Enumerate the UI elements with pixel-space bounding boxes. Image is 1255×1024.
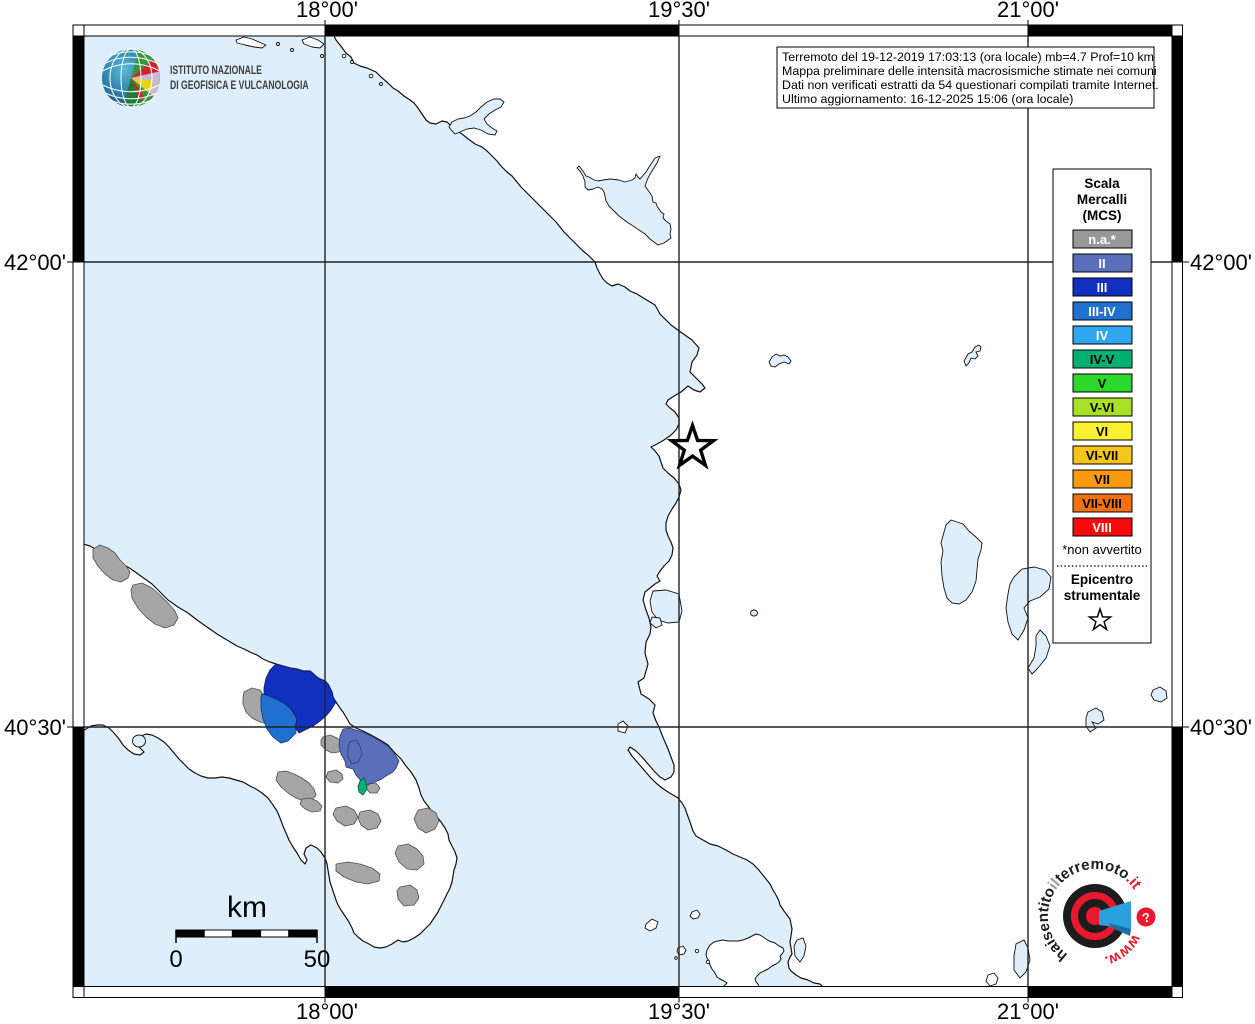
svg-text:Scala: Scala (1084, 176, 1120, 191)
svg-text:km: km (227, 891, 267, 924)
svg-text:DI GEOFISICA E VULCANOLOGIA: DI GEOFISICA E VULCANOLOGIA (170, 80, 309, 93)
svg-text:IV-V: IV-V (1090, 352, 1115, 367)
svg-text:Mappa preliminare delle intens: Mappa preliminare delle intensità macros… (782, 64, 1157, 78)
svg-text:III-IV: III-IV (1088, 304, 1116, 319)
svg-text:42°00': 42°00' (1190, 250, 1252, 275)
svg-text:18°00': 18°00' (296, 0, 358, 22)
svg-text:18°00': 18°00' (296, 999, 358, 1024)
svg-text:II: II (1098, 256, 1105, 271)
svg-text:ISTITUTO NAZIONALE: ISTITUTO NAZIONALE (170, 65, 262, 78)
svg-text:VI: VI (1096, 424, 1108, 439)
svg-text:40°30': 40°30' (1190, 715, 1252, 740)
svg-text:strumentale: strumentale (1064, 588, 1141, 603)
svg-text:Mercalli: Mercalli (1077, 192, 1127, 207)
svg-text:40°30': 40°30' (4, 715, 66, 740)
svg-text:0: 0 (169, 946, 182, 973)
svg-text:19°30': 19°30' (648, 0, 710, 22)
svg-text:(MCS): (MCS) (1083, 208, 1122, 223)
svg-text:VII-VIII: VII-VIII (1082, 496, 1122, 511)
svg-text:V: V (1098, 376, 1107, 391)
svg-text:?: ? (1140, 909, 1152, 926)
svg-text:VIII: VIII (1092, 520, 1112, 535)
svg-text:*non avvertito: *non avvertito (1062, 542, 1142, 557)
svg-text:VI-VII: VI-VII (1086, 448, 1119, 463)
svg-text:21°00': 21°00' (997, 0, 1059, 22)
svg-text:Ultimo aggiornamento: 16-12-20: Ultimo aggiornamento: 16-12-2025 15:06 (… (782, 92, 1073, 106)
svg-text:Terremoto del 19-12-2019 17:03: Terremoto del 19-12-2019 17:03:13 (ora l… (782, 50, 1154, 64)
svg-text:n.a.*: n.a.* (1088, 232, 1116, 247)
svg-text:Epicentro: Epicentro (1071, 572, 1133, 587)
svg-text:III: III (1097, 280, 1108, 295)
svg-text:Dati non verificati estratti d: Dati non verificati estratti da 54 quest… (782, 78, 1159, 92)
svg-text:19°30': 19°30' (648, 999, 710, 1024)
svg-text:IV: IV (1096, 328, 1109, 343)
svg-text:21°00': 21°00' (997, 999, 1059, 1024)
svg-text:VII: VII (1094, 472, 1110, 487)
svg-text:50: 50 (304, 946, 331, 973)
svg-text:V-VI: V-VI (1090, 400, 1115, 415)
svg-text:42°00': 42°00' (4, 250, 66, 275)
